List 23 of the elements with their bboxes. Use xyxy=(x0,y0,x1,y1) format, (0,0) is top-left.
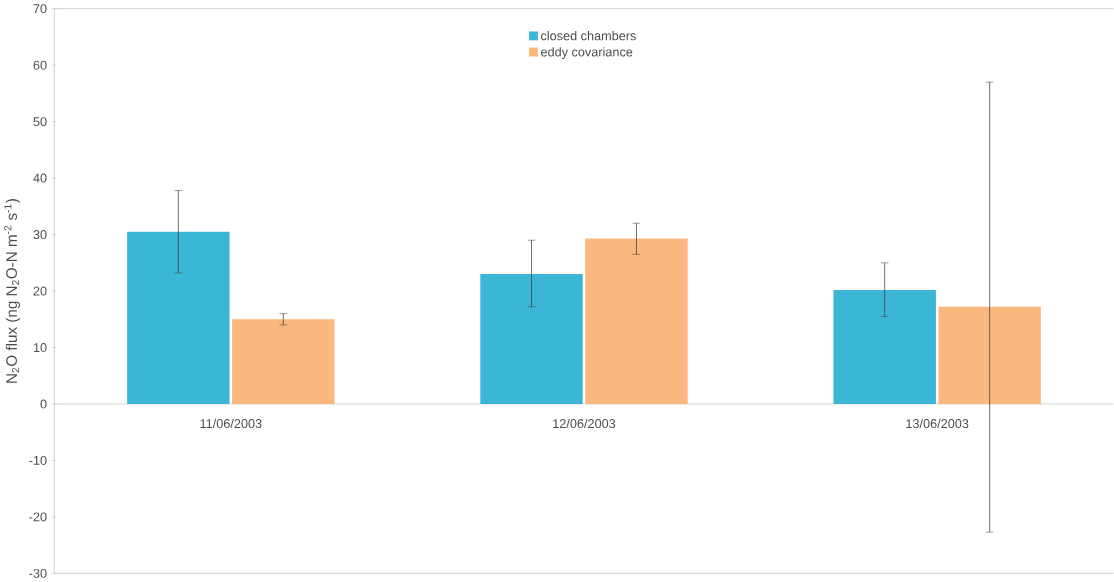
bar xyxy=(585,238,688,404)
y-tick-label: 50 xyxy=(33,117,47,127)
y-tick-label: 70 xyxy=(33,4,47,14)
bar xyxy=(232,319,335,404)
y-tick-label: 40 xyxy=(33,173,47,183)
bar xyxy=(833,289,936,404)
y-tick-label: 30 xyxy=(33,230,47,240)
x-tick-label: 12/06/2003 xyxy=(553,418,616,429)
legend-label: closed chambers xyxy=(541,30,636,41)
x-tick-label: 11/06/2003 xyxy=(200,418,262,429)
y-tick-label: -10 xyxy=(29,455,47,465)
y-tick-label: -20 xyxy=(29,512,47,522)
y-tick-label: 60 xyxy=(33,60,47,70)
text: N$_{2}$O flux (ng N$_{2}$O-N m$^{-2}$ s$^{-1}$) xyxy=(4,199,21,383)
bar xyxy=(938,306,1041,404)
y-tick-label: 20 xyxy=(33,286,47,296)
y-tick-label: -30 xyxy=(29,568,47,578)
y-tick-label: 0 xyxy=(40,399,47,409)
bar xyxy=(127,231,230,404)
y-tick-label: 10 xyxy=(33,342,47,352)
legend-label: eddy covariance xyxy=(541,47,633,59)
bar xyxy=(480,274,583,404)
x-tick-label: 13/06/2003 xyxy=(906,418,969,429)
